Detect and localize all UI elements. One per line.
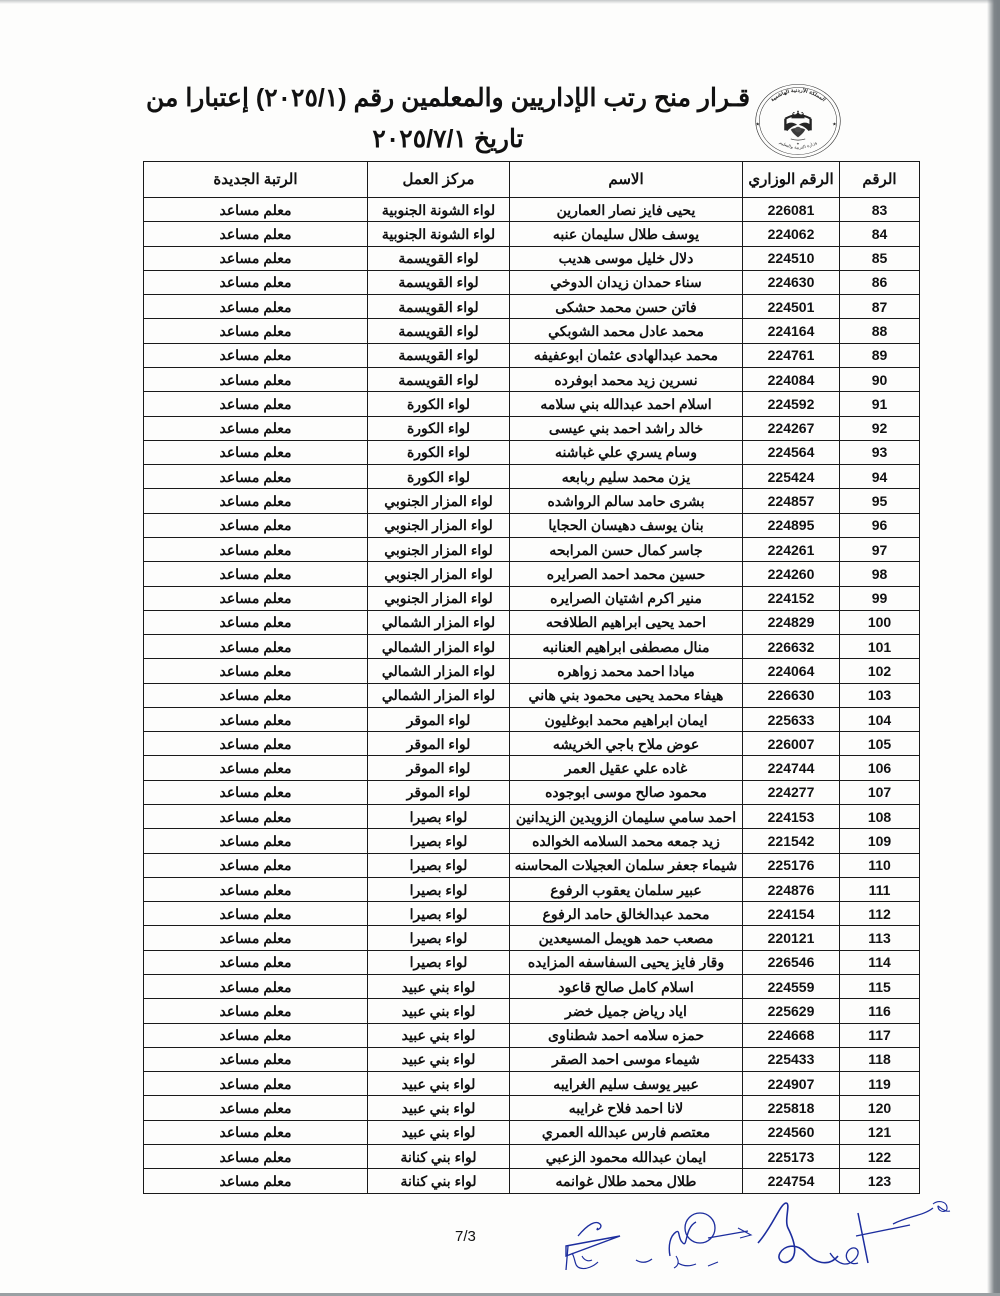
svg-text:★: ★ bbox=[832, 122, 837, 128]
svg-text:★: ★ bbox=[755, 122, 760, 128]
